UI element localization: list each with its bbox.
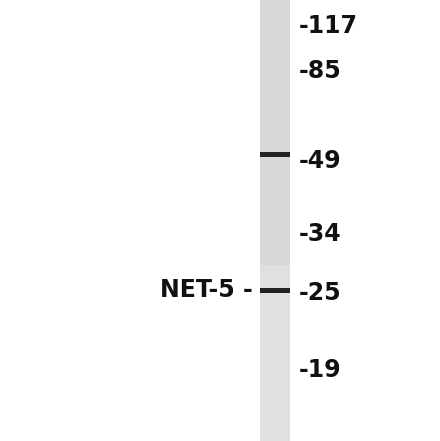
Bar — [260, 265, 290, 441]
Bar — [260, 152, 290, 157]
Text: -49: -49 — [299, 149, 342, 173]
Bar — [260, 0, 290, 441]
Text: NET-5 -: NET-5 - — [160, 278, 253, 302]
Text: -19: -19 — [299, 359, 342, 382]
Text: -34: -34 — [299, 222, 342, 246]
Text: -117: -117 — [299, 15, 358, 38]
Bar — [260, 288, 290, 293]
Text: -25: -25 — [299, 281, 342, 305]
Text: -85: -85 — [299, 59, 342, 82]
